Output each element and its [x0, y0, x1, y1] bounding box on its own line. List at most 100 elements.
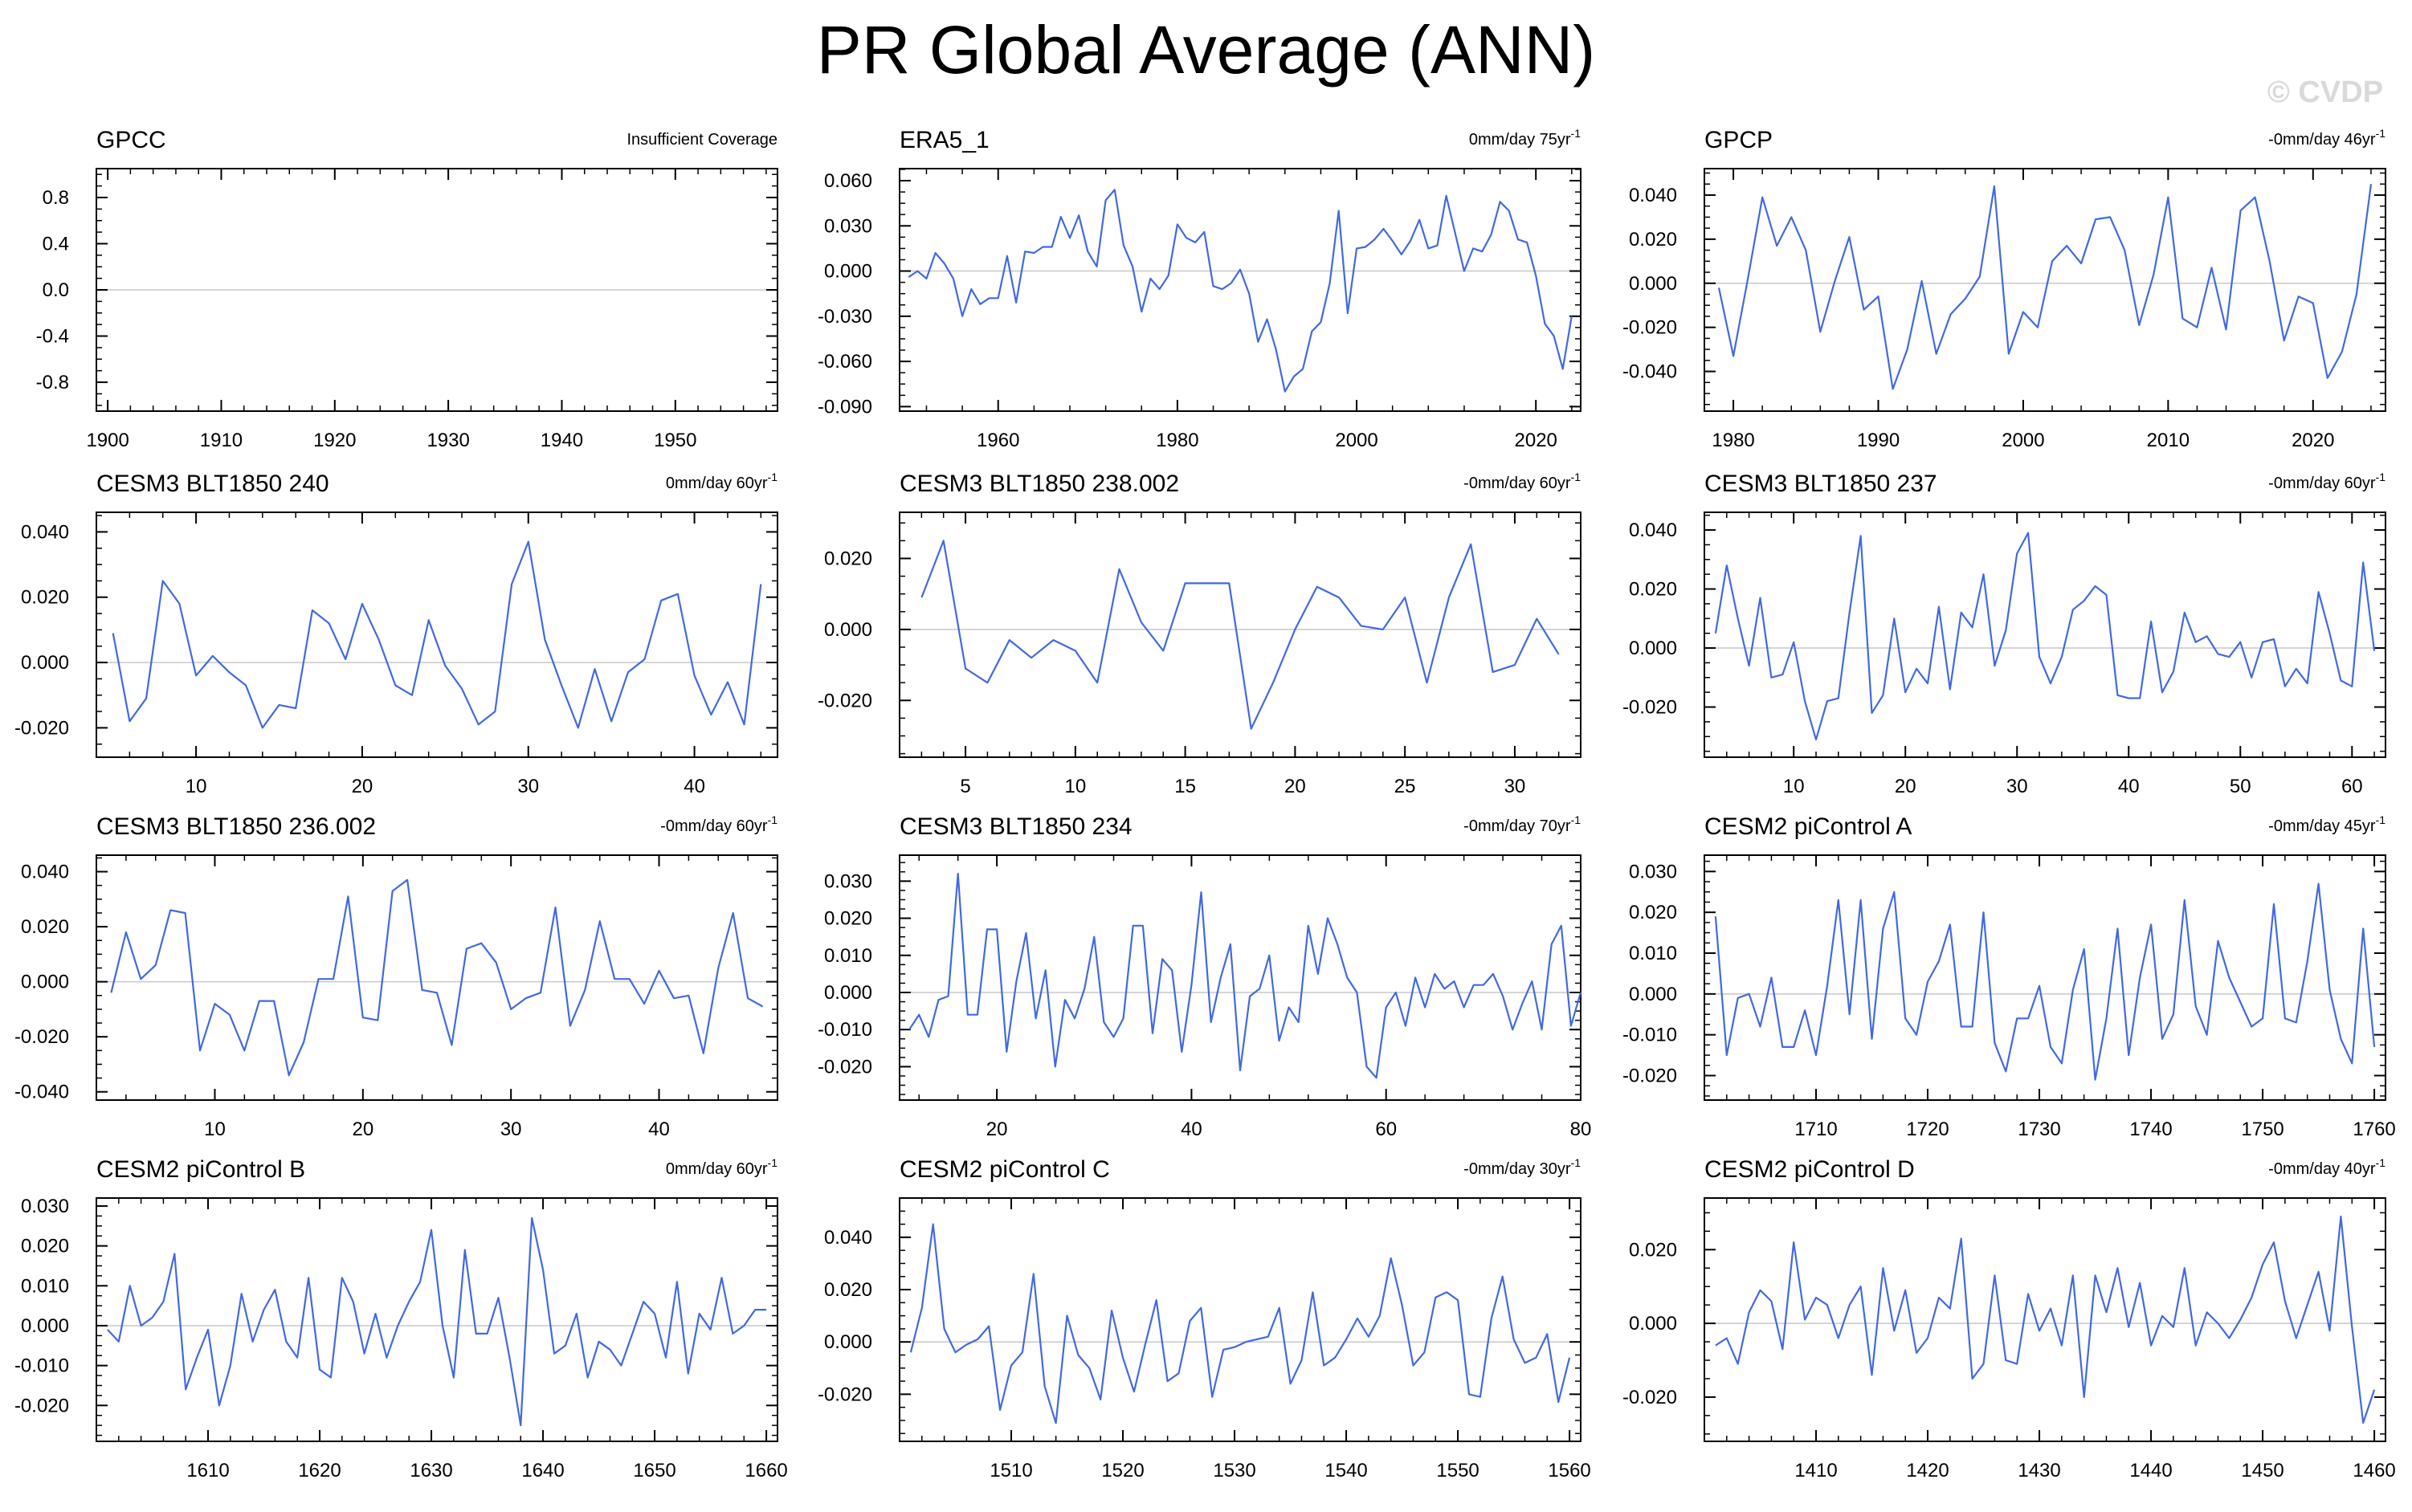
panel-title: CESM3 BLT1850 237	[1704, 471, 1937, 497]
y-tick-label: 0.040	[1629, 520, 1677, 541]
x-tick-label: 1420	[1906, 1460, 1949, 1481]
trend-label: -0mm/day 60yr-1	[1463, 471, 1581, 492]
series-line	[112, 540, 762, 729]
x-tick-label: 10	[1064, 776, 1086, 797]
chart-panel: 1900 1910 1920 1930 1940 1950 0.8 0.4 0.0 -0.4 -0.…	[36, 127, 778, 451]
series-line	[1715, 1215, 2376, 1424]
x-tick-label: 2000	[1335, 430, 1377, 451]
x-tick-label: 2000	[2002, 430, 2044, 451]
trend-superscript: -1	[2376, 1156, 2386, 1169]
chart-panel: 10 20 30 40 0.040 0.020 0.000 -0.020 -0.040 CESM3…	[14, 813, 778, 1140]
x-tick-label: 60	[2341, 776, 2363, 797]
x-tick-label: 1720	[1906, 1119, 1949, 1140]
plot-frame	[1704, 511, 2386, 758]
trend-label: -0mm/day 70yr-1	[1463, 813, 1581, 835]
x-tick-label: 15	[1174, 776, 1196, 797]
y-tick-label: -0.090	[818, 396, 872, 418]
y-tick-label: 0.010	[1629, 943, 1677, 964]
y-tick-label: 0.030	[21, 1196, 69, 1217]
x-tick-label: 1610	[186, 1460, 229, 1481]
panel-title: GPCC	[96, 127, 166, 153]
y-tick-label: -0.020	[818, 1384, 872, 1405]
panel-title: GPCP	[1704, 127, 1773, 153]
x-tick-label: 40	[1181, 1119, 1202, 1140]
chart-panel: 10 20 30 40 50 60 0.040 0.020 0.000 -0.020 CESM3 B…	[1622, 471, 2386, 797]
panel-title: CESM2 piControl A	[1704, 813, 1912, 840]
x-tick-label: 1620	[298, 1460, 341, 1481]
trend-superscript: -1	[1571, 127, 1581, 140]
x-tick-label: 1930	[426, 430, 469, 451]
x-tick-label: 1540	[1324, 1460, 1367, 1481]
trend-superscript: -1	[1571, 813, 1581, 826]
y-tick-label: -0.010	[818, 1019, 872, 1041]
x-tick-label: 1410	[1794, 1460, 1837, 1481]
y-tick-label: 0.020	[1629, 902, 1677, 923]
x-tick-label: 5	[960, 776, 970, 797]
plot-frame	[96, 854, 778, 1101]
plot-frame	[96, 1197, 778, 1442]
series-line	[107, 1217, 767, 1427]
trend-superscript: -1	[768, 471, 778, 483]
x-tick-label: 40	[648, 1119, 670, 1140]
trend-label: -0mm/day 60yr-1	[660, 813, 777, 835]
trend-superscript: -1	[768, 1156, 778, 1169]
y-tick-label: 0.000	[824, 619, 872, 641]
trend-superscript: -1	[2376, 813, 2386, 826]
y-tick-label: 0.010	[824, 945, 872, 967]
series-line	[1717, 184, 2373, 390]
y-tick-label: -0.030	[818, 306, 872, 328]
x-tick-label: 1900	[86, 430, 129, 451]
y-tick-label: 0.020	[1629, 229, 1677, 251]
plot-frame	[899, 854, 1581, 1101]
x-tick-label: 1950	[654, 430, 696, 451]
y-tick-label: 0.030	[824, 215, 872, 237]
y-tick-label: -0.020	[14, 717, 69, 739]
watermark-logo: © CVDP	[2267, 75, 2383, 109]
chart-panel: 1610 1620 1630 1640 1650 1660 0.030 0.020 0.010 0…	[14, 1156, 788, 1481]
x-tick-label: 40	[2118, 776, 2140, 797]
panel-title: CESM2 piControl C	[900, 1156, 1110, 1183]
x-tick-label: 80	[1570, 1119, 1592, 1140]
y-tick-label: 0.020	[824, 548, 872, 569]
x-tick-label: 1630	[410, 1460, 452, 1481]
x-tick-label: 30	[517, 776, 539, 797]
panel-title: CESM3 BLT1850 240	[96, 471, 329, 497]
plot-frame	[1704, 1197, 2386, 1442]
panel-title: CESM3 BLT1850 236.002	[96, 813, 376, 840]
y-tick-label: 0.040	[1629, 185, 1677, 206]
x-tick-label: 20	[1895, 776, 1916, 797]
y-tick-label: 0.020	[21, 587, 69, 609]
series-line	[1714, 532, 2376, 741]
series-line	[908, 872, 1582, 1079]
y-tick-label: 0.020	[824, 908, 872, 930]
x-tick-label: 25	[1394, 776, 1416, 797]
y-tick-label: -0.010	[1622, 1025, 1677, 1046]
y-tick-label: 0.8	[43, 187, 69, 209]
x-tick-label: 1960	[977, 430, 1019, 451]
x-tick-label: 50	[2230, 776, 2251, 797]
x-tick-label: 1460	[2353, 1460, 2395, 1481]
x-tick-label: 10	[186, 776, 207, 797]
y-tick-label: 0.010	[21, 1275, 69, 1297]
x-tick-label: 1940	[541, 430, 583, 451]
y-tick-label: 0.020	[1629, 1239, 1677, 1261]
chart-panel: 1510 1520 1530 1540 1550 1560 0.040 0.020 0.000 -…	[818, 1156, 1591, 1481]
chart-panel: 10 20 30 40 0.040 0.020 0.000 -0.020 CESM3 BLT18…	[14, 471, 778, 797]
plot-frame	[1704, 854, 2386, 1101]
x-tick-label: 10	[204, 1119, 226, 1140]
y-tick-label: -0.040	[14, 1082, 69, 1103]
chart-panel: 1410 1420 1430 1440 1450 1460 0.020 0.000 -0.020…	[1622, 1156, 2396, 1481]
panel-title: CESM3 BLT1850 234	[900, 813, 1133, 840]
y-tick-label: -0.8	[36, 372, 69, 393]
chart-panel: 20 40 60 80 0.030 0.020 0.010 0.000 -0.010 -0.020…	[818, 813, 1591, 1140]
x-tick-label: 2020	[2292, 430, 2334, 451]
panel-title: ERA5_1	[900, 127, 990, 153]
x-tick-label: 20	[1284, 776, 1306, 797]
plot-frame	[96, 511, 778, 758]
x-tick-label: 40	[684, 776, 705, 797]
y-tick-label: -0.020	[818, 1056, 872, 1078]
y-tick-label: 0.000	[824, 261, 872, 283]
x-tick-label: 30	[500, 1119, 522, 1140]
trend-superscript: -1	[2376, 471, 2386, 483]
